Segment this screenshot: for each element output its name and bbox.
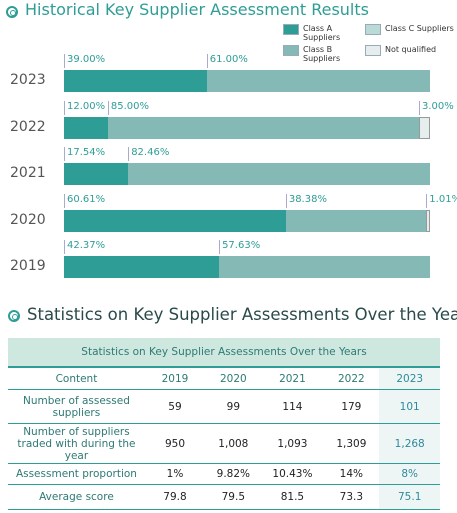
table-row: Number of assessed suppliers 59 99 114 179 10… xyxy=(8,389,440,424)
table-cell: 1% xyxy=(144,463,206,485)
table-cell: 1,008 xyxy=(205,423,262,464)
value-label: 85.00% xyxy=(107,101,149,115)
bar-segment xyxy=(419,117,430,139)
title-icon xyxy=(6,6,18,18)
category-label: 2019 xyxy=(10,258,46,274)
row-label: Average score xyxy=(8,484,145,510)
row-label: Assessment proportion xyxy=(8,463,145,485)
chart-title: Historical Key Supplier Assessment Resul… xyxy=(25,0,369,19)
column-header: 2019 xyxy=(144,366,206,390)
bar-segment xyxy=(128,163,430,185)
table-cell: 179 xyxy=(323,389,380,424)
value-label: 12.00% xyxy=(64,101,105,115)
table-cell: 14% xyxy=(323,463,380,485)
table-cell: 114 xyxy=(261,389,324,424)
column-header: Content xyxy=(8,366,145,390)
legend-swatch xyxy=(365,45,381,56)
bar-segment xyxy=(64,70,207,92)
bar-segment xyxy=(64,256,220,278)
bar-segment xyxy=(206,70,430,92)
value-label: 3.00% xyxy=(419,101,454,115)
table-cell: 9.82% xyxy=(205,463,262,485)
table-cell: 73.3 xyxy=(323,484,380,510)
table-caption: Statistics on Key Supplier Assessments O… xyxy=(8,338,440,367)
table-cell: 10.43% xyxy=(261,463,324,485)
value-label: 60.61% xyxy=(64,194,105,208)
stats-table: Statistics on Key Supplier Assessments O… xyxy=(8,338,440,510)
value-label: 61.00% xyxy=(206,54,248,68)
table-cell: 950 xyxy=(144,423,206,464)
caption-row: Statistics on Key Supplier Assessments O… xyxy=(8,338,440,367)
legend-swatch xyxy=(283,24,299,35)
legend-label: Class C Suppliers xyxy=(385,24,454,33)
table-cell: 99 xyxy=(205,389,262,424)
column-header: 2020 xyxy=(205,366,262,390)
value-label: 39.00% xyxy=(64,54,105,68)
table-cell: 79.5 xyxy=(205,484,262,510)
table-row: Average score 79.8 79.5 81.5 73.3 75.1 xyxy=(8,484,440,510)
table-cell: 101 xyxy=(379,389,440,424)
category-label: 2020 xyxy=(10,212,46,228)
bar-segment xyxy=(285,210,427,232)
column-header: 2021 xyxy=(261,366,324,390)
value-label: 38.38% xyxy=(285,194,327,208)
column-header: 2022 xyxy=(323,366,380,390)
category-label: 2022 xyxy=(10,119,46,135)
table-cell: 1,093 xyxy=(261,423,324,464)
bar-segment xyxy=(219,256,430,278)
value-label: 1.01% xyxy=(426,194,457,208)
category-label: 2021 xyxy=(10,165,46,181)
table-cell: 59 xyxy=(144,389,206,424)
bar-segment xyxy=(426,210,430,232)
value-label: 82.46% xyxy=(128,147,169,161)
category-label: 2023 xyxy=(10,72,46,88)
value-label: 17.54% xyxy=(64,147,105,161)
section-icon xyxy=(8,310,20,322)
table-cell: 79.8 xyxy=(144,484,206,510)
legend-label: Class A Suppliers xyxy=(303,24,341,42)
bar-segment xyxy=(107,117,419,139)
legend-label: Class B Suppliers xyxy=(303,45,341,63)
table-cell: 1,268 xyxy=(379,423,440,464)
column-header: 2023 xyxy=(379,366,440,390)
table-cell: 8% xyxy=(379,463,440,485)
row-label: Number of assessed suppliers xyxy=(8,389,145,424)
bar-segment xyxy=(64,163,129,185)
table-cell: 1,309 xyxy=(323,423,380,464)
table-cell: 81.5 xyxy=(261,484,324,510)
table-cell: 75.1 xyxy=(379,484,440,510)
legend-label: Not qualified xyxy=(385,45,437,54)
legend-swatch xyxy=(365,24,381,35)
row-label: Number of suppliers traded with during t… xyxy=(8,423,145,464)
section-heading: Statistics on Key Supplier Assessments O… xyxy=(27,305,457,324)
table-row: Number of suppliers traded with during t… xyxy=(8,423,440,464)
value-label: 42.37% xyxy=(64,240,105,254)
table-row: Assessment proportion 1% 9.82% 10.43% 14% 8% xyxy=(8,463,440,485)
header-row: Content 2019 2020 2021 2022 2023 xyxy=(8,366,440,390)
chart: Class A Suppliers Class B Suppliers Class … xyxy=(10,24,457,278)
legend-swatch xyxy=(283,45,299,56)
value-label: 57.63% xyxy=(219,240,260,254)
bar-segment xyxy=(64,117,108,139)
bar-segment xyxy=(64,210,286,232)
